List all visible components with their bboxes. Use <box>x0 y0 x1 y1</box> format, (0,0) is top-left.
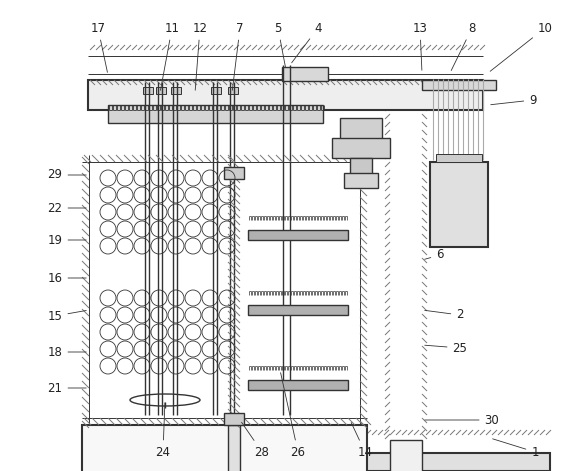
Bar <box>350 158 372 178</box>
Text: 11: 11 <box>161 22 179 90</box>
Bar <box>282 67 328 81</box>
Text: 5: 5 <box>275 22 285 67</box>
Text: 6: 6 <box>424 249 444 261</box>
Bar <box>108 105 323 123</box>
Bar <box>248 305 348 315</box>
Text: 25: 25 <box>424 341 468 355</box>
Bar <box>171 87 181 94</box>
Text: 28: 28 <box>242 422 269 458</box>
Text: 19: 19 <box>48 234 86 246</box>
Text: 10: 10 <box>490 22 552 71</box>
Bar <box>422 80 496 90</box>
Bar <box>436 154 482 162</box>
Text: 16: 16 <box>48 271 86 284</box>
Text: 12: 12 <box>192 22 208 90</box>
Text: 18: 18 <box>48 346 86 358</box>
Text: 9: 9 <box>491 94 537 106</box>
Text: 13: 13 <box>413 22 427 70</box>
Text: 29: 29 <box>48 169 86 181</box>
Text: 26: 26 <box>281 373 306 458</box>
Bar <box>228 425 240 471</box>
Bar <box>248 380 348 390</box>
Bar <box>88 80 483 110</box>
Text: 4: 4 <box>291 22 321 63</box>
Bar <box>430 162 488 247</box>
Bar <box>143 87 153 94</box>
Text: 1: 1 <box>492 439 539 458</box>
Text: 15: 15 <box>48 309 86 323</box>
Bar <box>224 167 244 179</box>
Text: 2: 2 <box>424 309 464 322</box>
Bar <box>211 87 221 94</box>
Text: 7: 7 <box>232 22 244 90</box>
Bar <box>228 87 238 94</box>
Text: 14: 14 <box>351 422 372 458</box>
Bar <box>344 173 378 188</box>
Text: 8: 8 <box>451 22 475 71</box>
Bar <box>332 138 390 158</box>
Text: 17: 17 <box>91 22 108 72</box>
Bar <box>156 87 166 94</box>
Bar <box>82 425 367 471</box>
Bar <box>248 230 348 240</box>
Text: 30: 30 <box>424 414 499 427</box>
Bar <box>340 118 382 148</box>
Text: 24: 24 <box>156 403 170 458</box>
Text: 21: 21 <box>48 382 86 395</box>
Bar <box>390 440 422 471</box>
Text: 22: 22 <box>48 202 86 214</box>
Bar <box>224 413 244 425</box>
Bar <box>340 453 550 471</box>
